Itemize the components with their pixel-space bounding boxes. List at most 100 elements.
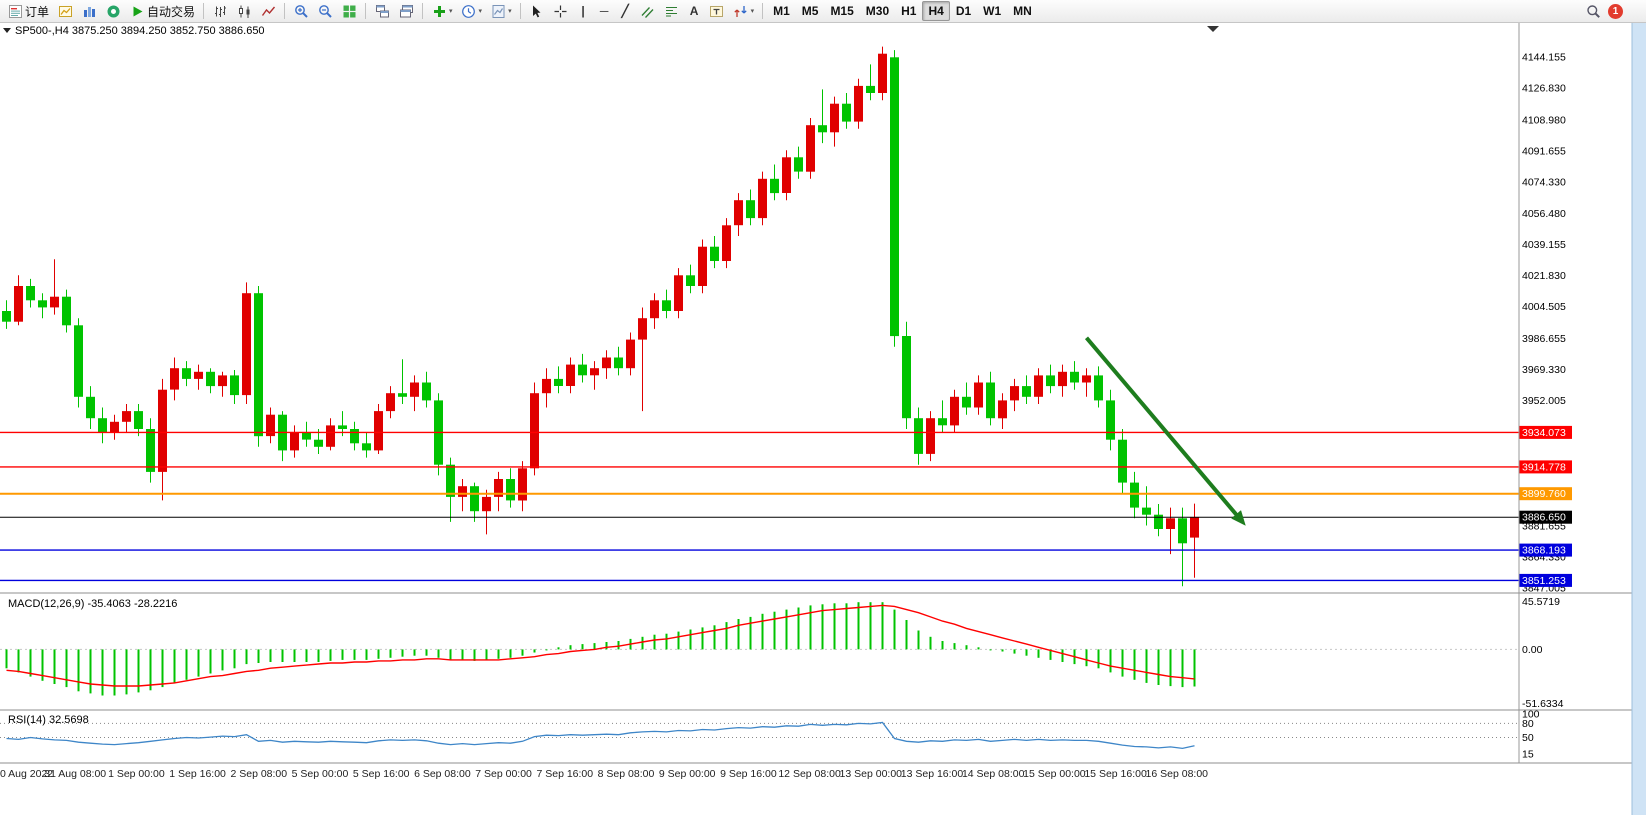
arrows-button[interactable]: ▾	[729, 1, 759, 21]
macd-panel: MACD(12,26,9) -35.4063 -28.2216 45.5719 0.…	[0, 596, 1564, 710]
price-tick: 4039.155	[1522, 239, 1566, 251]
tile-windows-button[interactable]	[337, 1, 361, 21]
cursor-icon	[529, 3, 545, 19]
timeframe-w1[interactable]: W1	[977, 1, 1007, 21]
svg-text:3934.073: 3934.073	[1522, 427, 1566, 439]
profiles-icon	[81, 3, 97, 19]
crosshair-button[interactable]	[549, 1, 573, 21]
vertical-scrollbar[interactable]	[1631, 23, 1646, 815]
cursor-button[interactable]	[525, 1, 549, 21]
auto-trading-button[interactable]: 自动交易	[125, 1, 199, 21]
svg-text:3868.193: 3868.193	[1522, 545, 1566, 557]
trend-arrow-annotation[interactable]	[1084, 336, 1246, 526]
horizontal-line-button[interactable]: ─	[594, 1, 615, 21]
addindicator-icon	[431, 3, 447, 19]
support-line-1-badge: 3868.193	[1519, 543, 1572, 557]
time-tick: 0 Aug 2022	[0, 768, 53, 780]
price-tick: 4021.830	[1522, 270, 1566, 282]
zoom-in-button[interactable]	[289, 1, 313, 21]
fibonacci-button[interactable]	[660, 1, 684, 21]
timeframe-m5-label: M5	[801, 4, 819, 18]
zoom-out-button[interactable]	[313, 1, 337, 21]
chevron-down-icon: ▾	[478, 7, 483, 15]
timeframe-m1-label: M1	[773, 4, 790, 18]
trendline-button[interactable]: ╱	[615, 1, 636, 21]
play-icon	[129, 3, 145, 19]
search-icon[interactable]	[1585, 3, 1601, 19]
periods-button[interactable]: ▾	[457, 1, 487, 21]
candles-icon	[236, 3, 252, 19]
macd-signal-line	[6, 604, 1195, 687]
timeframe-mn[interactable]: MN	[1007, 1, 1038, 21]
arrange-icon	[374, 3, 390, 19]
time-tick: 9 Sep 16:00	[720, 768, 777, 780]
toolbar-main: 订单 自动交易 ▾ ▾ ▾ | ─ ╱ A ▾ M1 M5 M15 M30 H1 H4 D1 W1 MN	[3, 0, 1585, 22]
svg-text:3899.760: 3899.760	[1522, 488, 1566, 500]
candles-layer	[2, 46, 1199, 587]
new-chart-button[interactable]	[53, 1, 77, 21]
timeframe-m5[interactable]: M5	[796, 1, 825, 21]
time-tick: 1 Sep 00:00	[108, 768, 165, 780]
horizontal-line-icon: ─	[599, 4, 609, 18]
rsi-scale-tick: 50	[1522, 732, 1534, 744]
time-tick: 8 Sep 08:00	[598, 768, 655, 780]
timeframe-m15[interactable]: M15	[824, 1, 859, 21]
timeframe-m15-label: M15	[830, 4, 854, 18]
vertical-line-button[interactable]: |	[573, 1, 594, 21]
price-tick: 4144.155	[1522, 52, 1566, 64]
toolbar-separator	[365, 3, 367, 19]
svg-text:3886.650: 3886.650	[1522, 512, 1566, 524]
symbol-collapse-icon	[3, 28, 11, 33]
price-tick: 4108.980	[1522, 114, 1566, 126]
linechart-icon	[260, 3, 276, 19]
line-chart-button[interactable]	[256, 1, 280, 21]
equidistant-channel-button[interactable]	[636, 1, 660, 21]
trendline-icon: ╱	[621, 4, 629, 18]
price-tick: 3952.005	[1522, 395, 1566, 407]
time-tick: 15 Sep 00:00	[1023, 768, 1086, 780]
text-label-button[interactable]	[705, 1, 729, 21]
rsi-scale-tick: 100	[1522, 709, 1540, 721]
candlestick-chart-button[interactable]	[232, 1, 256, 21]
price-axis[interactable]: 4144.155 4126.830 4108.980 4091.655 4074.330…	[1519, 52, 1572, 595]
time-tick: 5 Sep 00:00	[292, 768, 349, 780]
time-tick: 12 Sep 08:00	[778, 768, 841, 780]
arrange-windows-button[interactable]	[370, 1, 394, 21]
chart-shift-marker[interactable]	[1207, 26, 1219, 32]
channel-icon	[640, 3, 656, 19]
timeframe-m1[interactable]: M1	[767, 1, 796, 21]
fibo-icon	[664, 3, 680, 19]
notification-badge[interactable]: 1	[1608, 3, 1623, 19]
tile-icon	[341, 3, 357, 19]
add-indicator-button[interactable]: ▾	[427, 1, 457, 21]
text-icon: A	[689, 4, 699, 18]
cascade-windows-button[interactable]	[394, 1, 418, 21]
timeframe-h1[interactable]: H1	[895, 1, 922, 21]
svg-text:3851.253: 3851.253	[1522, 575, 1566, 587]
zoomout-icon	[317, 3, 333, 19]
timeframe-m30[interactable]: M30	[860, 1, 895, 21]
time-tick: 2 Sep 08:00	[230, 768, 287, 780]
time-tick: 16 Sep 08:00	[1146, 768, 1209, 780]
chart-area[interactable]: 4144.155 4126.830 4108.980 4091.655 4074.330…	[0, 23, 1646, 815]
timeframe-h4[interactable]: H4	[922, 1, 950, 21]
toolbar-right: 1	[1585, 3, 1643, 19]
newchart-icon	[57, 3, 73, 19]
crosshair-icon	[553, 3, 569, 19]
chevron-down-icon: ▾	[750, 7, 755, 15]
toolbar-separator	[422, 3, 424, 19]
community-button[interactable]	[101, 1, 125, 21]
templates-button[interactable]: ▾	[486, 1, 516, 21]
timeframe-d1[interactable]: D1	[950, 1, 977, 21]
bar-chart-button[interactable]	[208, 1, 232, 21]
time-tick: 5 Sep 16:00	[353, 768, 410, 780]
profiles-button[interactable]	[77, 1, 101, 21]
text-button[interactable]: A	[684, 1, 705, 21]
macd-label: MACD(12,26,9) -35.4063 -28.2216	[8, 598, 177, 610]
price-tick: 3986.655	[1522, 333, 1566, 345]
price-tick: 4091.655	[1522, 145, 1566, 157]
new-order-button[interactable]: 订单	[3, 1, 53, 21]
timeframe-m30-label: M30	[865, 4, 890, 18]
price-chart[interactable]: 4144.155 4126.830 4108.980 4091.655 4074.330…	[0, 23, 1646, 815]
